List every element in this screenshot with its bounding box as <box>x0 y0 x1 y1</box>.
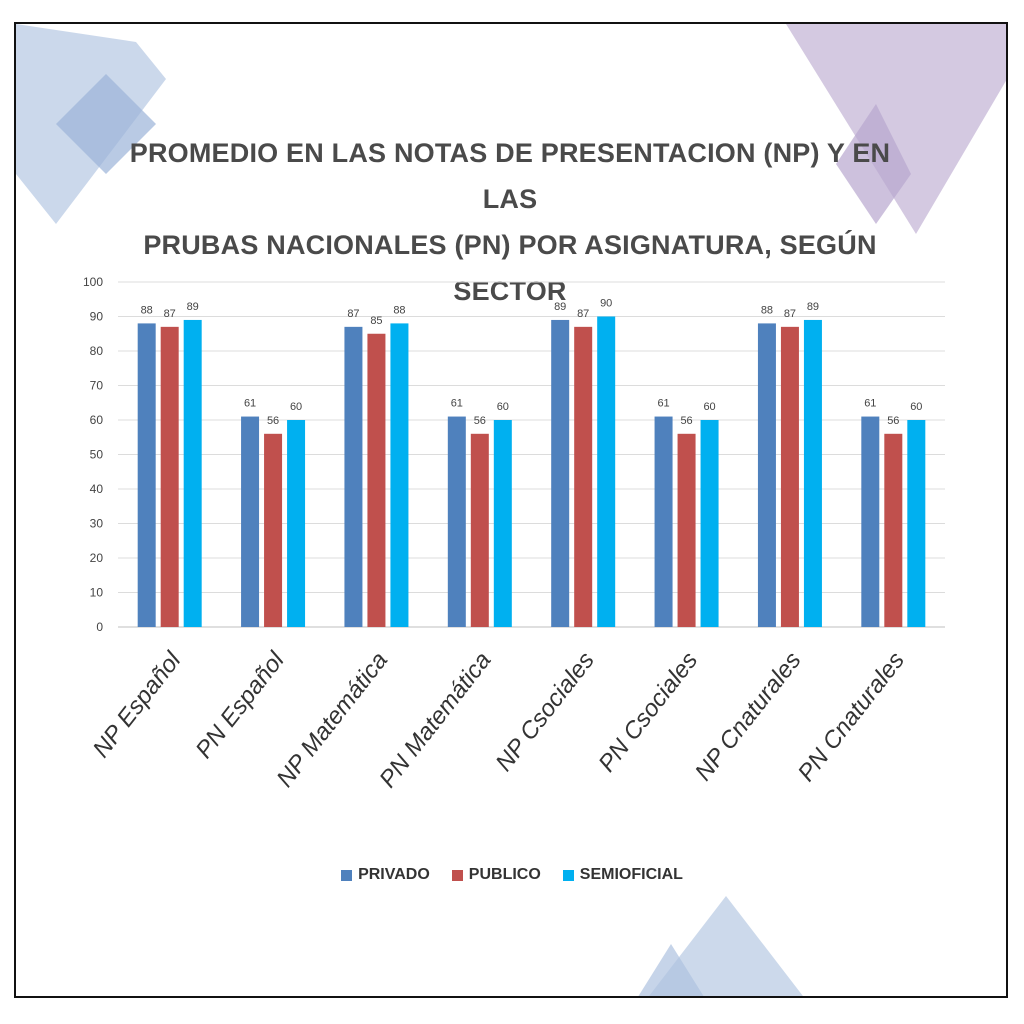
bar-privado-6 <box>757 323 776 627</box>
bar-publico-6 <box>780 326 799 627</box>
deco-shape-bottom-small <box>638 944 704 996</box>
data-label-privado-6: 88 <box>761 304 773 316</box>
deco-shape-top-right <box>786 24 1006 234</box>
decorative-shapes <box>16 24 1006 996</box>
bar-publico-4 <box>574 326 593 627</box>
bar-semioficial-1 <box>287 420 306 627</box>
legend-item-semioficial: SEMIOFICIAL <box>562 866 683 884</box>
data-label-publico-1: 56 <box>267 415 279 427</box>
y-tick-label-70: 70 <box>90 379 104 393</box>
bar-privado-4 <box>551 319 570 627</box>
data-label-privado-4: 89 <box>554 301 566 313</box>
y-tick-label-20: 20 <box>90 551 104 565</box>
data-label-privado-7: 61 <box>864 398 876 410</box>
x-tick-label-5: PN Csociales <box>593 647 703 777</box>
y-tick-label-40: 40 <box>90 482 104 496</box>
bar-semioficial-7 <box>907 420 926 627</box>
data-label-privado-2: 87 <box>347 308 359 320</box>
x-tick-label-4: NP Csociales <box>491 647 600 776</box>
bar-publico-0 <box>160 326 179 627</box>
bar-privado-7 <box>861 416 880 627</box>
bar-publico-2 <box>367 333 386 627</box>
data-label-semioficial-6: 89 <box>807 301 819 313</box>
y-tick-label-90: 90 <box>90 310 104 324</box>
x-tick-label-7: PN Cnaturales <box>793 647 910 787</box>
bar-privado-0 <box>137 323 156 627</box>
legend-label-privado: PRIVADO <box>358 866 430 883</box>
data-label-semioficial-3: 60 <box>497 401 509 413</box>
bar-semioficial-3 <box>493 420 512 627</box>
bar-semioficial-4 <box>597 316 616 627</box>
bar-privado-2 <box>344 326 363 627</box>
legend-swatch-publico <box>451 869 463 881</box>
bar-semioficial-6 <box>803 319 822 627</box>
bar-semioficial-5 <box>700 420 719 627</box>
chart-legend: PRIVADO PUBLICO SEMIOFICIAL <box>0 866 1024 884</box>
data-label-privado-0: 88 <box>141 304 153 316</box>
data-label-privado-3: 61 <box>451 398 463 410</box>
data-label-semioficial-2: 88 <box>393 304 405 316</box>
chart-frame <box>14 22 1008 998</box>
chart-title: PROMEDIO EN LAS NOTAS DE PRESENTACION (N… <box>120 130 900 314</box>
x-tick-label-1: PN Español <box>190 647 290 764</box>
y-tick-label-100: 100 <box>83 275 103 289</box>
bar-publico-1 <box>264 433 283 627</box>
data-label-publico-3: 56 <box>474 415 486 427</box>
bar-publico-5 <box>677 433 696 627</box>
legend-swatch-semioficial <box>562 869 574 881</box>
chart-title-line-3: SECTOR <box>453 276 567 306</box>
bar-publico-3 <box>470 433 489 627</box>
data-label-semioficial-5: 60 <box>703 401 715 413</box>
x-tick-label-6: NP Cnaturales <box>690 647 807 786</box>
data-label-privado-1: 61 <box>244 398 256 410</box>
legend-item-privado: PRIVADO <box>341 866 430 884</box>
legend-label-semioficial: SEMIOFICIAL <box>579 866 683 883</box>
legend-item-publico: PUBLICO <box>451 866 541 884</box>
y-tick-label-80: 80 <box>90 344 104 358</box>
data-label-semioficial-1: 60 <box>290 401 302 413</box>
y-tick-label-30: 30 <box>90 517 104 531</box>
x-tick-label-0: NP Español <box>88 647 187 763</box>
x-tick-label-3: PN Matemática <box>374 647 496 793</box>
data-label-semioficial-7: 60 <box>910 401 922 413</box>
bar-semioficial-0 <box>183 319 202 627</box>
y-tick-label-50: 50 <box>90 448 104 462</box>
bar-privado-3 <box>447 416 466 627</box>
bar-privado-5 <box>654 416 673 627</box>
deco-diamond-top-left <box>56 74 156 174</box>
legend-swatch-privado <box>341 869 353 881</box>
data-label-privado-5: 61 <box>657 398 669 410</box>
data-label-publico-4: 87 <box>577 308 589 320</box>
deco-diamond-top-right <box>836 104 911 224</box>
data-label-publico-2: 85 <box>370 315 382 327</box>
data-label-publico-6: 87 <box>784 308 796 320</box>
x-tick-label-2: NP Matemática <box>271 647 393 792</box>
y-tick-label-10: 10 <box>90 586 104 600</box>
bar-semioficial-2 <box>390 323 409 627</box>
chart-title-line-1: PROMEDIO EN LAS NOTAS DE PRESENTACION (N… <box>129 138 891 214</box>
data-label-publico-5: 56 <box>680 415 692 427</box>
bar-publico-7 <box>884 433 903 627</box>
data-label-semioficial-0: 89 <box>187 301 199 313</box>
data-label-publico-7: 56 <box>887 415 899 427</box>
data-label-publico-0: 87 <box>164 308 176 320</box>
y-tick-label-0: 0 <box>96 620 103 634</box>
legend-label-publico: PUBLICO <box>468 866 541 883</box>
bar-chart: 0 10 20 30 40 50 60 70 80 90 100 88 87 89 NP Español 61… <box>83 275 945 793</box>
chart-title-line-2: PRUBAS NACIONALES (PN) POR ASIGNATURA, S… <box>143 230 877 260</box>
bar-privado-1 <box>241 416 260 627</box>
y-tick-label-60: 60 <box>90 413 104 427</box>
data-label-semioficial-4: 90 <box>600 298 612 310</box>
